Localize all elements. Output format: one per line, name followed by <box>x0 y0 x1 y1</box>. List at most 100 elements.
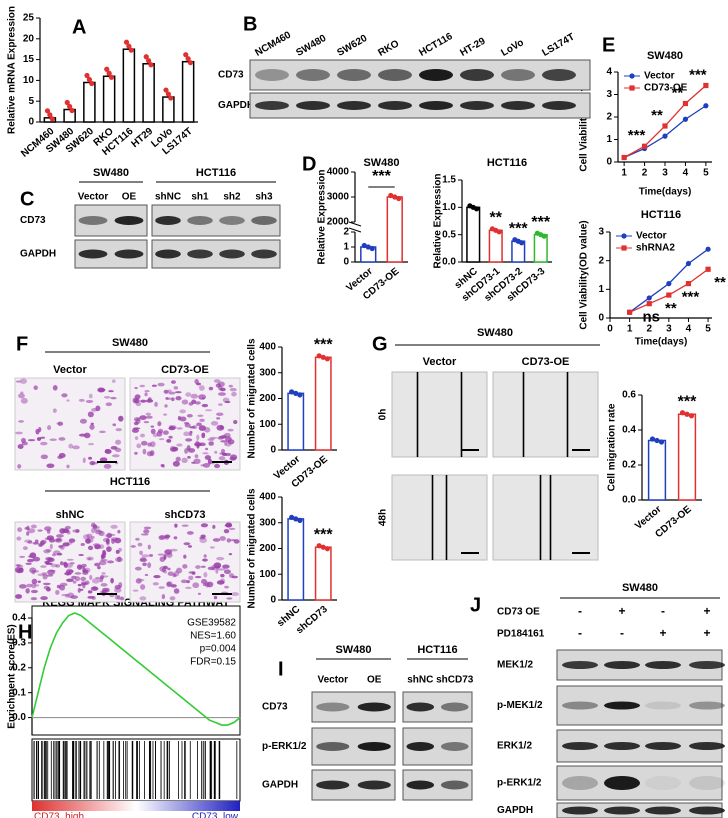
cell <box>216 556 225 561</box>
cell <box>35 428 40 435</box>
cell <box>83 432 91 439</box>
line <box>31 612 241 726</box>
cell <box>179 409 186 414</box>
group-label: SW480 <box>112 337 148 349</box>
bar <box>466 206 481 263</box>
cell <box>111 379 116 383</box>
cell <box>136 443 142 449</box>
bar-dot <box>658 439 665 445</box>
cell <box>214 463 221 469</box>
bar-dot <box>324 546 330 552</box>
blot-band <box>645 742 681 750</box>
bar <box>162 96 175 123</box>
cell <box>46 574 54 577</box>
bar-dot <box>47 112 53 118</box>
cell <box>187 448 196 453</box>
cell <box>142 562 147 567</box>
y-tick-label: 300 <box>259 517 276 528</box>
cell <box>188 432 193 437</box>
cell <box>20 391 24 394</box>
bar-dot <box>168 95 174 101</box>
cell <box>79 418 87 424</box>
bar <box>181 60 195 123</box>
cell <box>217 436 224 440</box>
bar <box>533 233 548 263</box>
cell <box>223 569 231 575</box>
y-tick-label: 0.4 <box>12 613 26 624</box>
point <box>662 133 668 139</box>
cell <box>15 431 23 435</box>
y-tick-label: 10 <box>23 75 35 86</box>
cell <box>220 573 225 578</box>
cell <box>29 567 37 574</box>
annotation: ** <box>490 210 503 227</box>
cell <box>82 571 89 575</box>
point <box>646 301 652 307</box>
cell <box>66 464 70 469</box>
cell <box>19 555 26 558</box>
cell <box>27 558 34 563</box>
cell <box>15 564 22 567</box>
column-label: shNC <box>56 509 85 521</box>
cell <box>134 451 138 455</box>
row-label: GAPDH <box>497 805 533 816</box>
bar <box>314 356 332 451</box>
cell <box>224 400 231 404</box>
row-label: CD73 <box>218 70 244 81</box>
cell <box>215 567 219 574</box>
cell <box>140 399 147 403</box>
column-label: shNC <box>155 192 181 203</box>
cell <box>202 452 209 455</box>
micrograph <box>14 377 126 471</box>
cell <box>210 420 219 426</box>
cell <box>140 533 149 536</box>
blot-band <box>419 69 453 81</box>
x-tick-label: HT29 <box>129 126 155 150</box>
annotation: ns <box>642 309 660 326</box>
cell <box>100 583 108 587</box>
bar <box>102 75 116 123</box>
cell <box>139 415 147 420</box>
y-tick-label: 2 <box>598 255 604 266</box>
cell <box>216 412 224 416</box>
bar-dot <box>69 107 75 114</box>
cell <box>115 439 122 445</box>
cell <box>200 534 206 538</box>
y-axis-label: Number of migrated cells <box>247 488 258 608</box>
cell <box>114 587 122 593</box>
bar-dot <box>289 389 295 395</box>
cell <box>63 561 68 567</box>
annotation: ** <box>672 84 684 101</box>
bar-dot <box>320 544 326 550</box>
cell <box>146 415 153 419</box>
cell <box>27 439 36 442</box>
cell <box>88 393 93 399</box>
cell <box>202 463 211 468</box>
cell <box>228 573 235 579</box>
cell <box>208 386 214 391</box>
blot-band <box>316 742 350 751</box>
cell <box>61 393 68 398</box>
column-label: CD73-OE <box>522 356 570 368</box>
x-tick-label: 1 <box>627 324 633 335</box>
cell <box>152 582 159 586</box>
bar-dot <box>361 242 367 249</box>
cell <box>59 584 66 591</box>
y-tick-label: 0 <box>598 313 604 324</box>
blot-band <box>357 702 391 712</box>
bar-dot <box>89 80 95 87</box>
panel-letter: H <box>18 621 32 643</box>
cell <box>198 425 207 431</box>
cell <box>76 564 83 570</box>
cell <box>30 589 38 594</box>
cell <box>154 401 158 407</box>
cell <box>91 527 96 534</box>
cell <box>72 580 77 584</box>
cell <box>82 457 86 464</box>
bar-dot <box>185 56 191 62</box>
cell <box>27 540 33 544</box>
cell <box>182 564 188 569</box>
column-label: sh2 <box>223 192 241 203</box>
cell <box>87 411 94 418</box>
y-tick-label: 4000 <box>327 167 350 178</box>
